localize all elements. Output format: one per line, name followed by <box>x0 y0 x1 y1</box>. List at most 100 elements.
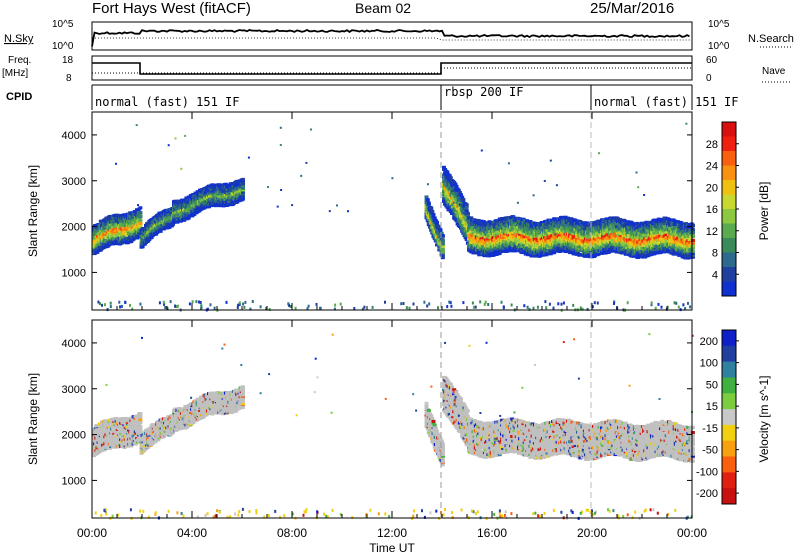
data-cell <box>561 219 566 222</box>
data-cell <box>557 246 562 250</box>
data-cell <box>509 234 513 237</box>
data-cell <box>469 231 474 235</box>
data-cell <box>496 233 501 237</box>
data-cell <box>604 231 609 235</box>
data-cell <box>131 236 136 240</box>
data-cell <box>130 225 135 229</box>
data-cell <box>629 251 634 255</box>
data-cell <box>210 183 215 187</box>
data-cell <box>655 229 660 233</box>
data-cell <box>432 216 437 220</box>
data-cell <box>532 226 537 230</box>
data-cell <box>459 203 463 207</box>
data-cell <box>602 243 607 247</box>
data-cell <box>595 244 600 248</box>
data-cell <box>631 252 636 256</box>
data-cell <box>496 219 501 223</box>
data-cell <box>167 225 172 229</box>
data-cell <box>502 222 507 226</box>
data-cell <box>440 241 445 245</box>
data-cell <box>564 244 569 248</box>
data-cell <box>661 239 666 243</box>
data-cell <box>638 254 643 258</box>
data-cell <box>476 231 481 235</box>
data-cell <box>111 231 116 235</box>
data-cell <box>484 241 488 245</box>
data-cell <box>445 170 450 174</box>
data-cell <box>529 254 534 258</box>
data-cell <box>586 248 591 251</box>
data-cell <box>235 199 240 203</box>
data-cell <box>580 232 585 236</box>
data-cell <box>618 218 623 221</box>
data-cell <box>425 198 430 202</box>
data-cell <box>426 201 431 205</box>
data-cell <box>93 231 98 235</box>
data-cell <box>647 230 652 234</box>
nave-trace <box>92 67 692 74</box>
data-cell <box>447 177 452 181</box>
data-cell <box>643 252 648 256</box>
data-cell <box>578 244 583 248</box>
data-cell <box>207 205 211 209</box>
freq-tick-top: 18 <box>62 55 74 66</box>
data-cell <box>607 237 612 240</box>
nsky-line <box>91 28 690 47</box>
data-cell <box>149 236 154 240</box>
data-cell <box>503 229 508 233</box>
data-cell <box>572 225 577 229</box>
data-cell <box>569 228 574 232</box>
data-cell <box>138 211 143 215</box>
data-cell <box>609 241 613 245</box>
data-cell <box>510 225 515 228</box>
data-cell <box>461 204 466 208</box>
data-cell <box>520 233 525 237</box>
data-cell <box>514 236 519 240</box>
data-cell <box>577 239 582 243</box>
data-cell <box>492 232 496 236</box>
data-cell <box>95 250 100 254</box>
data-cell <box>530 239 535 243</box>
data-cell <box>116 220 121 224</box>
data-cell <box>580 247 585 251</box>
data-cell <box>461 198 466 202</box>
data-cell <box>620 251 625 255</box>
data-cell <box>547 245 552 249</box>
freq-tick-bottom: 8 <box>66 73 72 84</box>
data-cell <box>433 219 438 222</box>
data-cell <box>519 237 524 241</box>
data-cell <box>614 224 619 228</box>
data-cell <box>452 207 457 211</box>
data-cell <box>664 234 669 238</box>
data-cell <box>582 235 587 239</box>
data-cell <box>115 224 120 227</box>
data-cell <box>464 205 469 209</box>
data-cell <box>123 235 128 239</box>
cpid-segment-3: normal (fast) 151 IF <box>594 95 739 109</box>
data-cell <box>223 182 228 186</box>
data-cell <box>619 245 624 249</box>
data-cell <box>489 251 494 255</box>
nsky-tick-bottom: 10^0 <box>52 41 74 52</box>
data-cell <box>529 233 534 237</box>
data-cell <box>182 218 187 222</box>
data-cell <box>565 228 570 232</box>
data-cell <box>661 218 666 222</box>
data-cell <box>467 226 471 230</box>
data-cell <box>525 226 529 230</box>
data-cell <box>146 239 151 243</box>
data-cell <box>497 251 502 255</box>
data-cell <box>454 210 459 214</box>
data-cell <box>651 249 656 253</box>
data-cell <box>652 226 657 230</box>
data-cell <box>584 242 588 246</box>
data-cell <box>664 233 669 236</box>
data-cell <box>453 195 458 199</box>
data-cell <box>646 254 651 258</box>
data-cell <box>653 238 658 242</box>
data-cell <box>487 231 492 235</box>
data-cell <box>175 220 180 224</box>
data-cell <box>480 252 485 256</box>
data-cell <box>240 197 245 201</box>
data-cell <box>505 236 510 239</box>
